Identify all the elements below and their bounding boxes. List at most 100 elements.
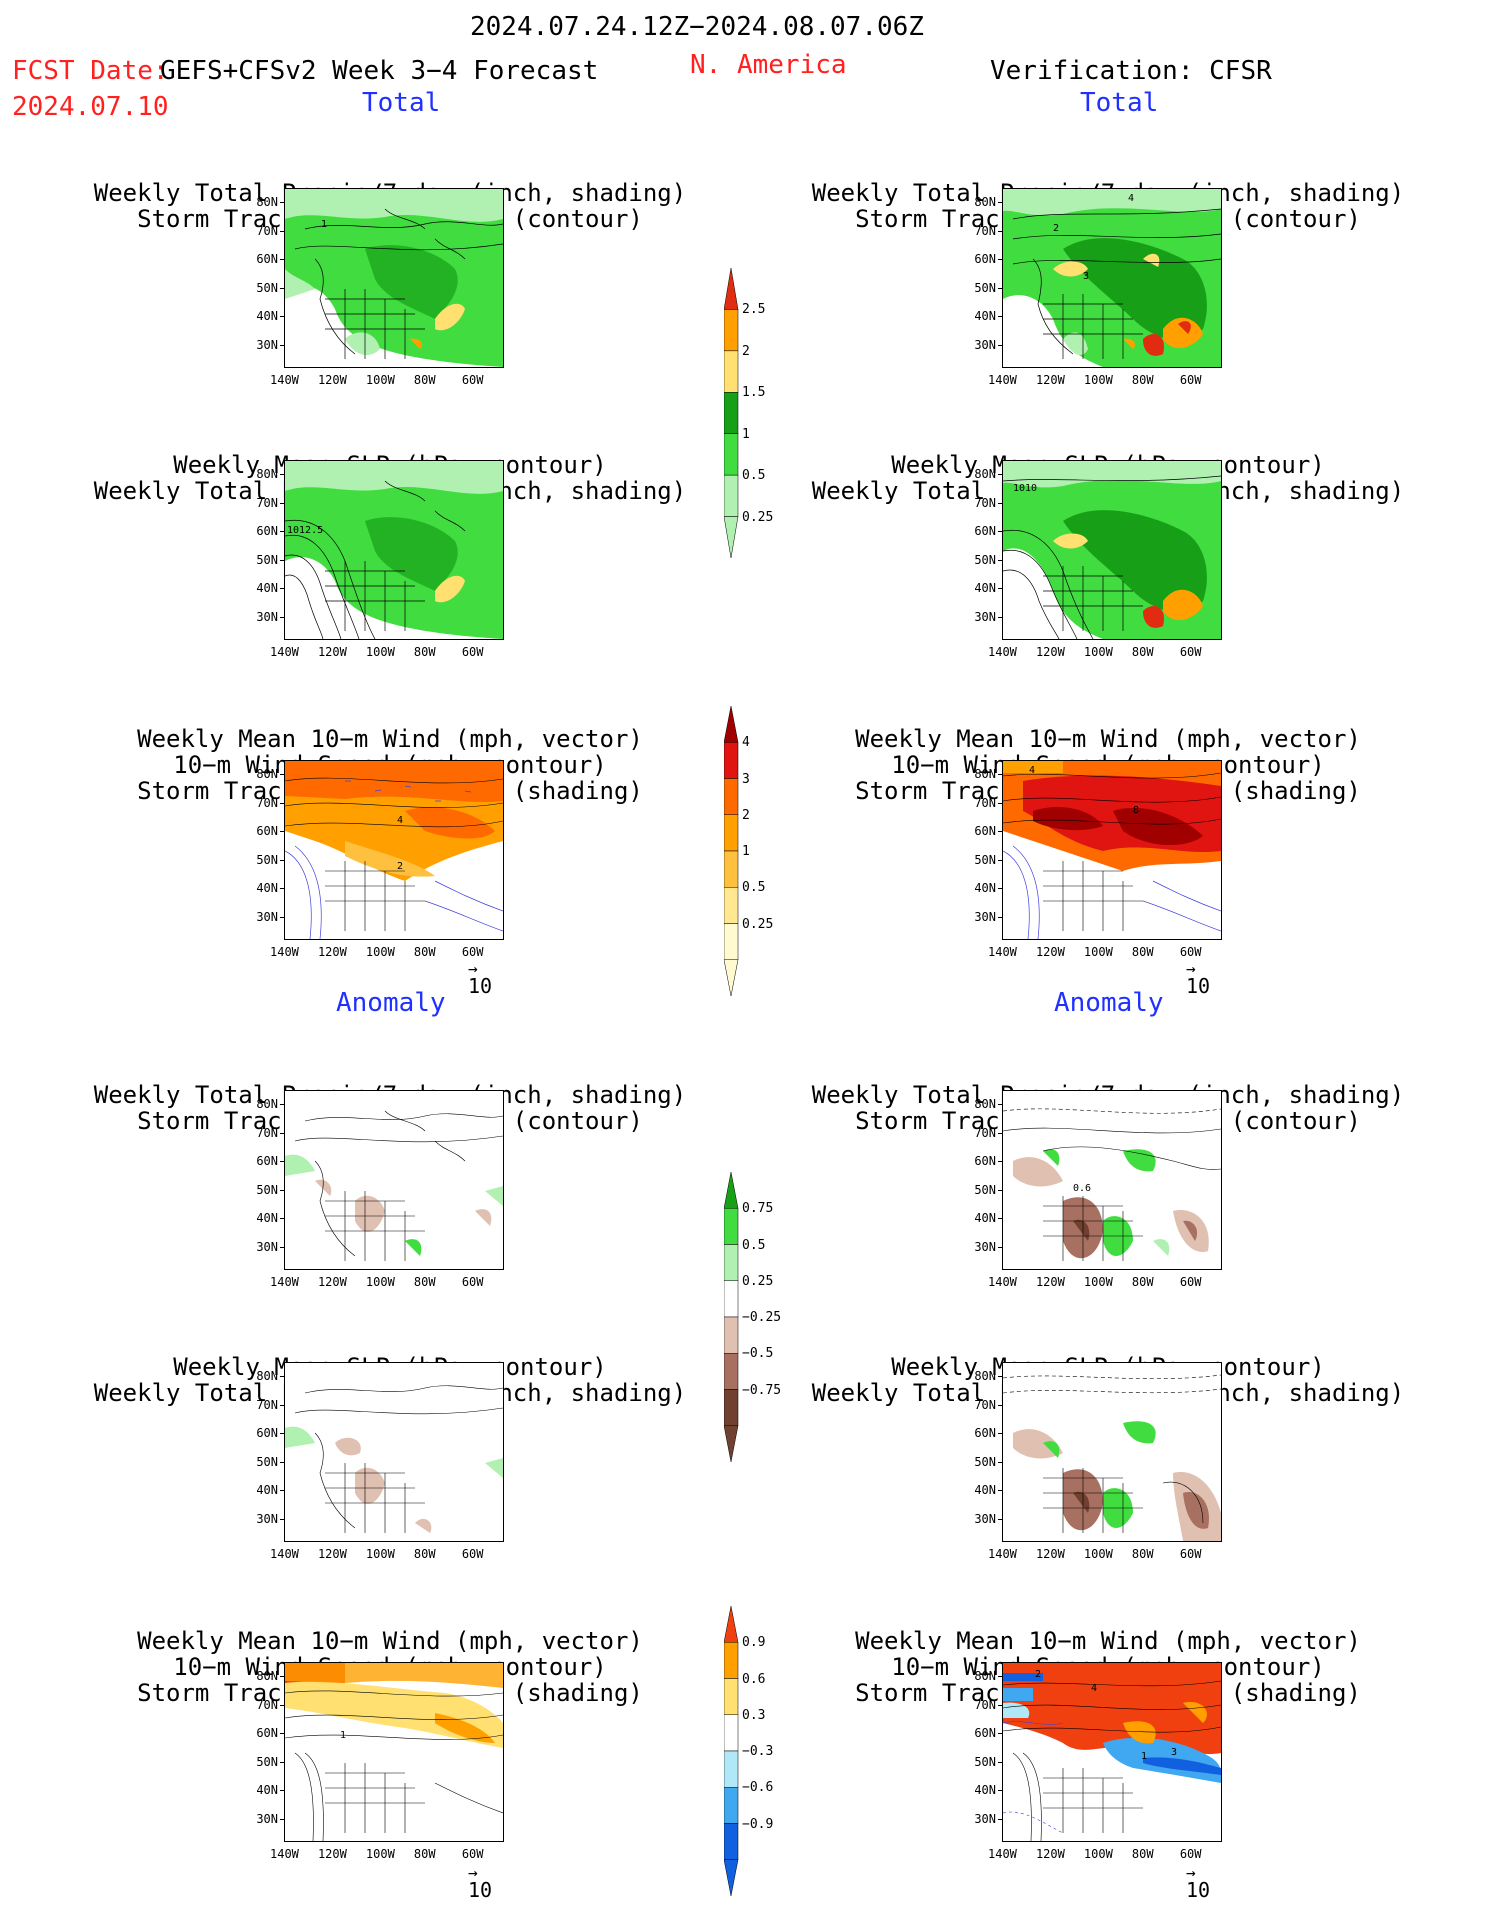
- lat-tick: [280, 1189, 285, 1191]
- colorbar-label: −0.25: [742, 1310, 782, 1325]
- lon-label: 120W: [317, 645, 347, 659]
- lat-label: 40N: [256, 1783, 278, 1798]
- lat-label: 80N: [256, 767, 278, 782]
- lon-label: 60W: [1179, 1275, 1202, 1289]
- lat-tick: [998, 1161, 1003, 1163]
- colorbar-label: 2: [742, 343, 750, 359]
- lat-tick: [998, 1818, 1003, 1820]
- map-anom-slp-verif: [1002, 1362, 1222, 1542]
- lat-label: 80N: [256, 1097, 278, 1112]
- lat-label: 30N: [974, 337, 996, 352]
- panel-title-wind-left: Weekly Mean 10−m Wind (mph, vector) 10−m …: [137, 725, 643, 805]
- contour-label: 3: [1171, 1747, 1177, 1758]
- colorbar-label: −0.6: [742, 1780, 774, 1796]
- lat-tick: [280, 1246, 285, 1248]
- colorbar-segment: [724, 474, 739, 517]
- section-total-left: Total: [362, 88, 441, 118]
- colorbar-segment: [724, 1642, 739, 1679]
- lon-label: 60W: [1179, 945, 1202, 959]
- lat-tick: [280, 1218, 285, 1220]
- map-total-precip-verif: 4 2 3: [1002, 188, 1222, 368]
- colorbar-segment: [724, 959, 739, 996]
- map-total-slp-fcst: 1012.5: [284, 460, 504, 640]
- map-total-slp-verif: 1010: [1002, 460, 1222, 640]
- lon-label: 140W: [270, 1547, 299, 1561]
- lat-label: 70N: [974, 1697, 996, 1712]
- lat-tick: [280, 588, 285, 590]
- lat-label: 70N: [974, 223, 996, 238]
- map-anom-wind-verif: 2 4 1 3: [1002, 1662, 1222, 1842]
- lat-tick: [998, 1790, 1003, 1792]
- colorbar-segment: [724, 1750, 739, 1788]
- lon-label: 80W: [413, 1275, 436, 1289]
- lat-tick: [280, 1761, 285, 1763]
- contour-label: 8: [1133, 805, 1139, 816]
- colorbar-segment: [724, 1678, 739, 1715]
- colorbar-label: 0.25: [742, 916, 774, 932]
- lat-label: 70N: [256, 223, 278, 238]
- colorbar-label: −0.75: [742, 1382, 782, 1398]
- colorbar-svg: [724, 1172, 739, 1462]
- contour-label: 1012.5: [287, 525, 323, 536]
- lon-label: 60W: [461, 645, 484, 659]
- lon-label: 60W: [461, 1847, 484, 1861]
- lat-label: 30N: [256, 337, 278, 352]
- lat-tick: [998, 1376, 1003, 1378]
- lat-label: 80N: [256, 467, 278, 482]
- lat-label: 40N: [256, 1211, 278, 1226]
- colorbar-segment: [724, 923, 739, 960]
- lat-label: 60N: [974, 1726, 996, 1741]
- lat-tick: [280, 316, 285, 318]
- lat-tick: [998, 531, 1003, 533]
- lat-label: 60N: [974, 524, 996, 539]
- colorbar-label: 0.25: [742, 509, 774, 525]
- colorbar-segment: [724, 433, 739, 476]
- lat-tick: [998, 1433, 1003, 1435]
- lat-tick: [998, 831, 1003, 833]
- lon-label: 140W: [988, 1275, 1017, 1289]
- colorbar-segment: [724, 350, 739, 393]
- lat-tick: [280, 1461, 285, 1463]
- lat-label: 80N: [974, 1369, 996, 1384]
- lat-tick: [998, 888, 1003, 890]
- lon-label: 100W: [1083, 373, 1113, 387]
- colorbar-storm-anom: 0.9 0.6 0.3 −0.3 −0.6 −0.9: [724, 1606, 784, 1896]
- lon-label: 80W: [1131, 1275, 1154, 1289]
- lon-label: 100W: [1083, 945, 1113, 959]
- lat-label: 60N: [974, 1426, 996, 1441]
- colorbar-segment: [724, 1606, 739, 1643]
- lon-label: 100W: [1083, 1847, 1113, 1861]
- colorbar-label: 2: [742, 807, 750, 823]
- lat-tick: [280, 531, 285, 533]
- colorbar-segment: [724, 309, 739, 352]
- lon-label: 60W: [461, 373, 484, 387]
- lat-tick: [280, 474, 285, 476]
- lat-label: 60N: [256, 1154, 278, 1169]
- lat-tick: [280, 1733, 285, 1735]
- lat-tick: [998, 1404, 1003, 1406]
- colorbar-segment: [724, 1859, 739, 1896]
- lat-label: 40N: [974, 309, 996, 324]
- lon-label: 80W: [413, 645, 436, 659]
- lon-label: 140W: [988, 945, 1017, 959]
- contour-label: 1: [340, 1730, 346, 1741]
- colorbar-label: 0.3: [742, 1707, 766, 1723]
- colorbar-label: 0.5: [742, 1237, 766, 1253]
- lat-tick: [998, 1104, 1003, 1106]
- lon-label: 140W: [988, 373, 1017, 387]
- lon-label: 120W: [317, 1847, 347, 1861]
- vector-reference-right: → 10: [1186, 959, 1211, 998]
- lat-label: 80N: [974, 195, 996, 210]
- lat-label: 80N: [256, 1669, 278, 1684]
- contour-label: 1: [1141, 1751, 1147, 1762]
- lon-label: 140W: [270, 1275, 299, 1289]
- colorbar-label: 0.6: [742, 1671, 766, 1687]
- colorbar-label: 0.25: [742, 1273, 774, 1289]
- lat-label: 40N: [974, 1783, 996, 1798]
- lat-label: 80N: [974, 467, 996, 482]
- lat-tick: [280, 616, 285, 618]
- lat-tick: [998, 1132, 1003, 1134]
- lat-label: 70N: [256, 795, 278, 810]
- lat-label: 30N: [974, 909, 996, 924]
- lat-tick: [998, 859, 1003, 861]
